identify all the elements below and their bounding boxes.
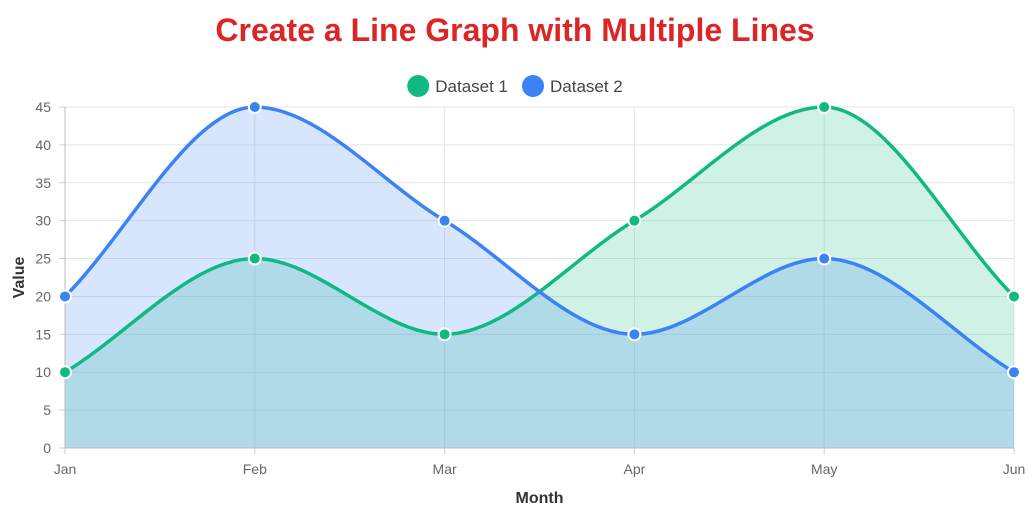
- x-tick-label: May: [811, 461, 837, 477]
- y-axis-title: Value: [11, 257, 28, 299]
- data-point[interactable]: [1007, 289, 1021, 304]
- y-tick-label: 5: [43, 402, 51, 418]
- y-tick-label: 10: [35, 364, 51, 380]
- data-point[interactable]: [817, 251, 832, 266]
- y-tick-label: 25: [35, 251, 51, 267]
- data-point[interactable]: [58, 289, 72, 304]
- y-tick-label: 20: [35, 288, 51, 304]
- series-line-1: [63, 105, 1016, 374]
- series-area-2: [65, 107, 1014, 448]
- x-axis-title: Month: [516, 490, 564, 507]
- y-tick-label: 45: [35, 99, 51, 115]
- data-point[interactable]: [437, 327, 452, 342]
- data-point[interactable]: [627, 213, 642, 228]
- x-tick-label: Feb: [243, 461, 267, 477]
- series-lines: [63, 105, 1016, 374]
- y-tick-label: 0: [43, 440, 51, 456]
- legend-label: Dataset 1: [435, 77, 508, 96]
- legend-label: Dataset 2: [550, 77, 623, 96]
- area-fills: [65, 107, 1014, 448]
- y-tick-label: 40: [35, 137, 51, 153]
- x-tick-label: Mar: [433, 461, 457, 477]
- data-point[interactable]: [817, 100, 832, 114]
- y-tick-label: 15: [35, 326, 51, 342]
- x-tick-label: Jan: [54, 461, 77, 477]
- legend-marker[interactable]: [522, 75, 544, 97]
- series-line-2: [63, 105, 1016, 374]
- y-tick-label: 35: [35, 175, 51, 191]
- data-points: [58, 100, 1021, 380]
- chart-title: Create a Line Graph with Multiple Lines: [215, 12, 815, 48]
- y-tick-label: 30: [35, 213, 51, 229]
- axes: [59, 106, 1015, 454]
- data-point[interactable]: [627, 327, 642, 342]
- data-point[interactable]: [1007, 365, 1021, 380]
- data-point[interactable]: [247, 251, 262, 266]
- data-point[interactable]: [58, 365, 72, 380]
- legend: Dataset 1 Dataset 2: [407, 75, 623, 97]
- data-point[interactable]: [247, 100, 262, 114]
- series-area-1: [65, 107, 1014, 448]
- data-point[interactable]: [437, 213, 452, 228]
- x-tick-label: Apr: [624, 461, 646, 477]
- x-tick-label: Jun: [1003, 461, 1026, 477]
- legend-marker[interactable]: [407, 75, 430, 97]
- tick-labels: 0 5 10 15 20 25 30 35 40 45 Jan Feb Mar Apr May Jun: [35, 99, 1025, 477]
